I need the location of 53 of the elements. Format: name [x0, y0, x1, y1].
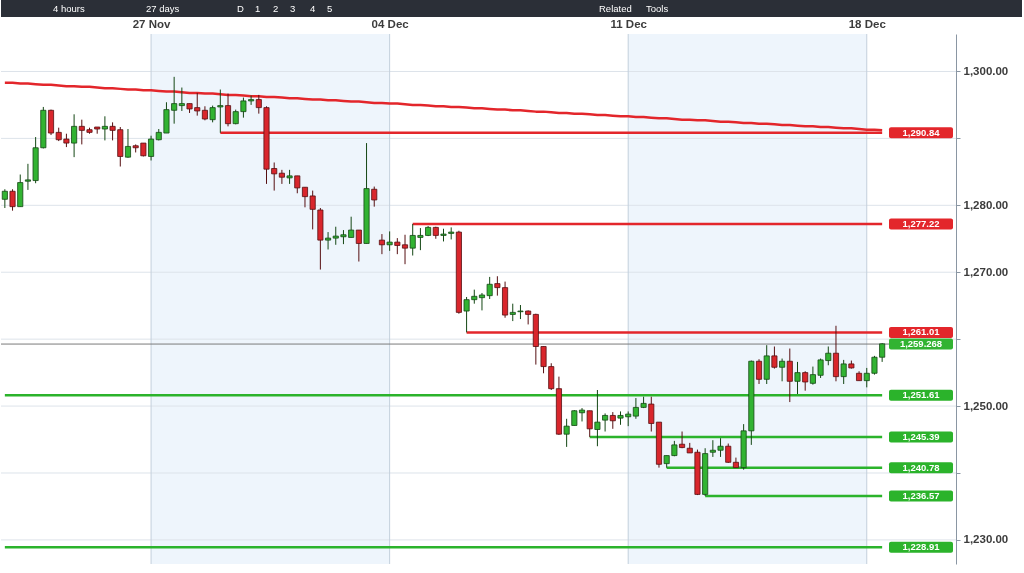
text: 1,251.61 [902, 389, 941, 401]
candlestick [178, 87, 185, 112]
candlestick [802, 370, 809, 392]
text: 1,261.01 [902, 326, 941, 338]
candlestick [101, 115, 108, 141]
text: 1,290.84 [902, 126, 941, 138]
text: 4 hours [53, 2, 85, 14]
y-tick-label: 1,230.00 [963, 533, 1009, 546]
candlestick [9, 188, 16, 212]
candlestick [725, 443, 732, 464]
candlestick [840, 359, 847, 385]
y-tick-label: 1,280.00 [963, 198, 1009, 211]
candlestick [679, 431, 686, 449]
text: 1,277.22 [902, 217, 940, 229]
text: 1,236.57 [902, 489, 940, 501]
text: 4 [310, 2, 316, 14]
candlestick [386, 230, 393, 252]
text: 3 [290, 2, 296, 14]
candlestick [1, 188, 8, 209]
candlestick [225, 93, 232, 127]
candlestick [278, 169, 285, 185]
text: 5 [327, 2, 333, 14]
candlestick [378, 233, 385, 255]
candlestick [786, 348, 793, 403]
candlestick [756, 358, 763, 385]
text: 1,240.78 [902, 461, 940, 473]
ref-line-label: 1,259.268 [899, 338, 943, 350]
candlestick [71, 113, 78, 158]
text: 1,228.91 [902, 541, 941, 553]
candlestick [355, 229, 362, 263]
candlestick [371, 186, 378, 208]
text: 1,245.39 [902, 430, 940, 442]
candlestick [586, 410, 593, 438]
text: Related [599, 2, 632, 14]
candlestick [602, 412, 609, 432]
y-tick-label: 1,250.00 [963, 399, 1009, 412]
candlestick [148, 135, 155, 161]
x-tick-label: 18 Dec [848, 17, 887, 30]
text: 27 days [146, 2, 180, 14]
text: D [237, 2, 244, 14]
x-tick-label: 11 Dec [610, 17, 648, 30]
y-tick-label: 1,300.00 [963, 64, 1009, 77]
text: 1 [255, 2, 261, 14]
text: 2 [273, 2, 279, 14]
candlestick [325, 231, 332, 250]
x-tick-label: 27 Nov [132, 17, 172, 30]
x-tick-label: 04 Dec [371, 17, 410, 30]
candlestick [124, 128, 131, 159]
candlestick [779, 358, 786, 382]
candlestick [771, 346, 778, 370]
y-tick-label: 1,270.00 [963, 265, 1009, 278]
candlestick [763, 344, 770, 385]
text: Tools [646, 2, 669, 14]
